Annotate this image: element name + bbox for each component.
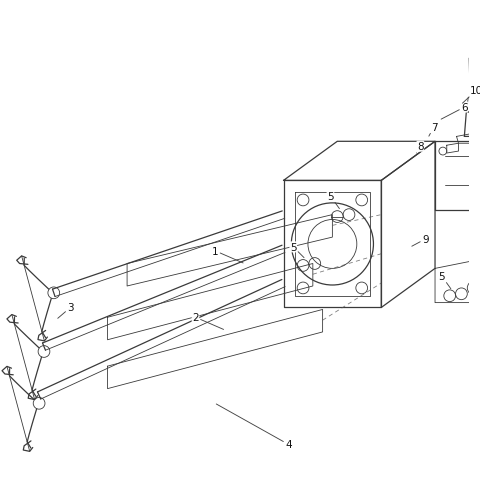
Text: 9: 9: [412, 235, 429, 247]
Text: 6: 6: [441, 103, 468, 120]
Text: 5: 5: [290, 242, 304, 258]
Text: 7: 7: [429, 122, 437, 137]
Text: 5: 5: [327, 192, 339, 209]
Text: 2: 2: [192, 313, 224, 330]
Text: 3: 3: [58, 303, 74, 318]
Text: 5: 5: [439, 272, 451, 289]
Text: 1: 1: [212, 246, 243, 263]
Text: 4: 4: [216, 404, 292, 450]
Text: 10: 10: [462, 86, 480, 104]
Text: 8: 8: [417, 142, 424, 154]
